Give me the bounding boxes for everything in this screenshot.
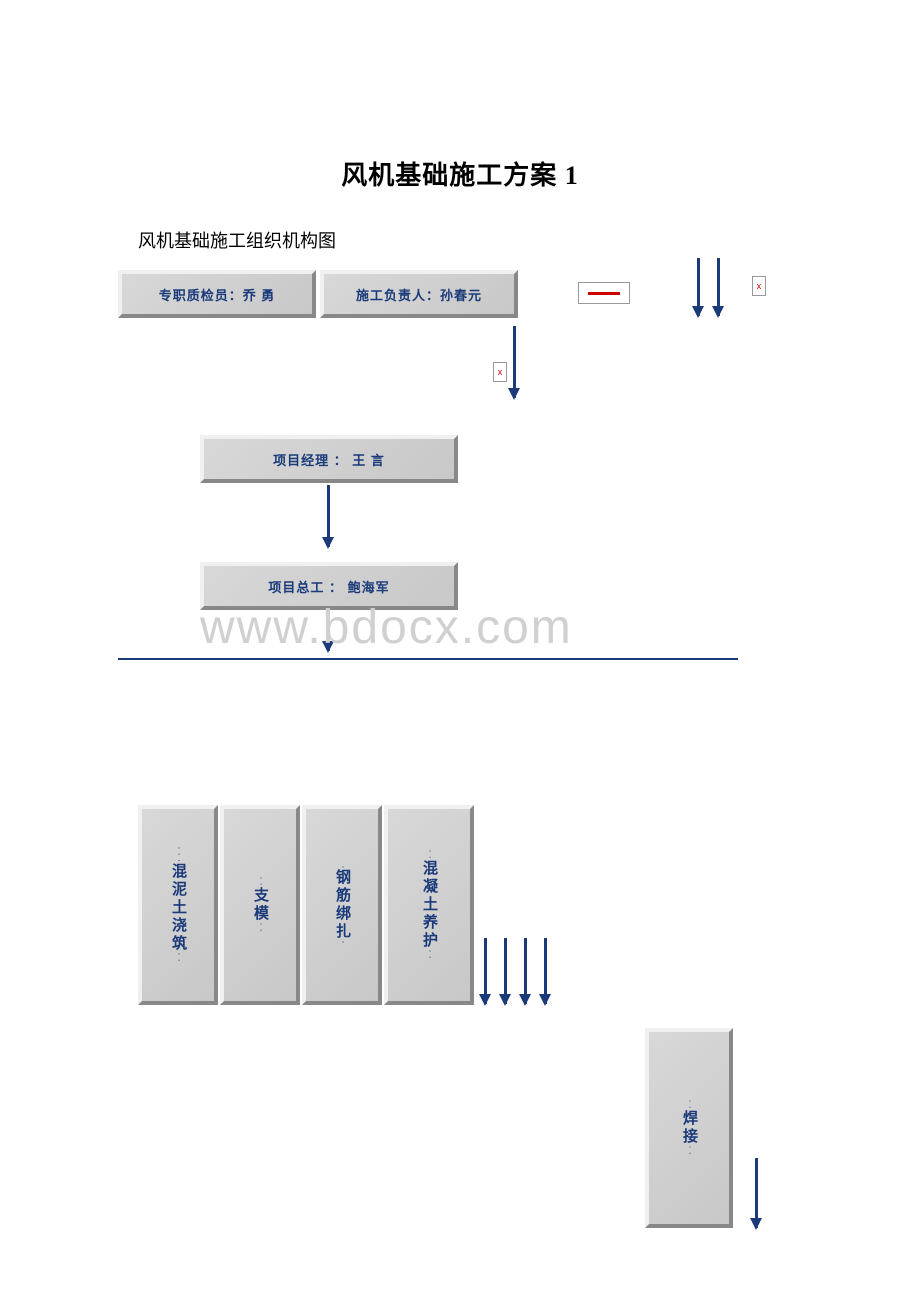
vbox-concrete-pour: · · · 混泥土浇筑 · · <box>138 805 218 1005</box>
page-title: 风机基础施工方案 1 <box>0 155 920 192</box>
vbox-sub: · · <box>426 850 433 860</box>
box-supervisor: 施工负责人：孙春元 <box>320 270 518 318</box>
vbox-curing: · · 混凝土养护 · · <box>384 805 474 1005</box>
vbox-sub: · · <box>175 953 182 963</box>
arrow-down <box>524 938 527 1004</box>
box-manager: 项目经理 ： 王 言 <box>200 435 458 483</box>
vbox-sub: · · <box>257 923 264 933</box>
vbox-sub: · · <box>686 1146 693 1156</box>
arrow-down <box>484 938 487 1004</box>
vbox-label: 焊接 <box>680 1110 698 1146</box>
vbox-label: 混凝土养护 <box>420 860 438 950</box>
vbox-welding: · · 焊接 · · <box>645 1028 733 1228</box>
error-icon <box>578 282 630 304</box>
vbox-sub: · <box>339 941 346 944</box>
subtitle: 风机基础施工组织机构图 <box>138 227 336 253</box>
vbox-label: 支模 <box>251 887 269 923</box>
arrow-down <box>755 1158 758 1228</box>
vbox-sub: · · <box>426 950 433 960</box>
vbox-formwork: · · 支模 · · <box>220 805 300 1005</box>
arrow-down <box>327 485 330 547</box>
vbox-sub: · · <box>686 1100 693 1110</box>
box-engineer: 项目总工 ： 鲍海军 <box>200 562 458 610</box>
box-inspector: 专职质检员：乔 勇 <box>118 270 316 318</box>
vbox-label: 混泥土浇筑 <box>169 863 187 953</box>
vbox-sub: · · <box>257 877 264 887</box>
arrow-down <box>544 938 547 1004</box>
vbox-sub: · · · <box>175 847 182 863</box>
missing-icon: x <box>493 362 507 382</box>
vbox-rebar: · 钢筋绑扎 · <box>302 805 382 1005</box>
connector-line <box>118 658 738 660</box>
arrow-down <box>717 258 720 316</box>
arrow-down <box>513 326 516 398</box>
arrow-down <box>697 258 700 316</box>
arrow-down <box>327 613 330 651</box>
vbox-label: 钢筋绑扎 <box>333 869 351 941</box>
arrow-down <box>504 938 507 1004</box>
missing-icon: x <box>752 276 766 296</box>
